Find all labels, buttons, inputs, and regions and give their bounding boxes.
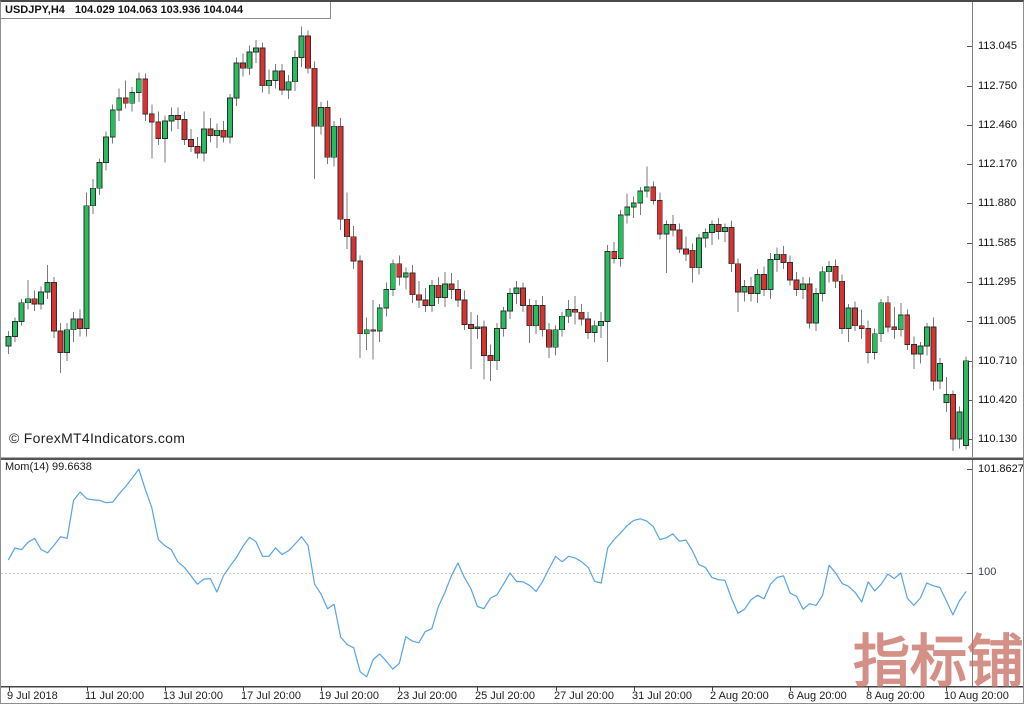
price-tick-label: 110.420: [978, 394, 1017, 406]
time-tick-label: 17 Jul 20:00: [241, 690, 301, 702]
time-tick-label: 25 Jul 20:00: [475, 690, 535, 702]
indicator-max-value-label: 101.8627: [978, 463, 1024, 475]
symbol-timeframe-label: USDJPY,H4: [5, 4, 65, 16]
chart-title-box: USDJPY,H4 104.029 104.063 103.936 104.044: [1, 2, 331, 19]
time-tick-label: 9 Jul 2018: [7, 690, 58, 702]
axes: [1, 2, 1023, 691]
time-tick-label: 8 Aug 20:00: [866, 690, 925, 702]
indicator-plot-area[interactable]: [1, 459, 971, 686]
time-tick-label: 6 Aug 20:00: [788, 690, 847, 702]
indicator-label: Mom(14) 99.6638: [5, 461, 92, 473]
site-watermark: © ForexMT4Indicators.com: [9, 430, 186, 446]
main-chart-plot-area[interactable]: [1, 20, 971, 457]
time-tick-label: 27 Jul 20:00: [554, 690, 614, 702]
price-tick-label: 113.045: [978, 40, 1017, 52]
price-tick-label: 112.170: [978, 158, 1017, 170]
time-tick-label: 11 Jul 20:00: [85, 690, 145, 702]
price-tick-label: 110.710: [978, 355, 1017, 367]
price-tick-label: 111.005: [978, 315, 1017, 327]
candlestick-series: [5, 26, 969, 452]
price-tick-label: 111.585: [978, 237, 1017, 249]
time-tick-label: 2 Aug 20:00: [710, 690, 769, 702]
ohlc-values: 104.029 104.063 103.936 104.044: [74, 4, 244, 16]
price-tick-label: 111.880: [978, 197, 1017, 209]
time-tick-label: 10 Aug 20:00: [944, 690, 1009, 702]
indicator-level-label: 100: [978, 566, 997, 578]
time-tick-label: 23 Jul 20:00: [397, 690, 457, 702]
price-tick-label: 112.460: [978, 119, 1017, 131]
time-tick-label: 13 Jul 20:00: [163, 690, 223, 702]
price-tick-label: 111.295: [978, 276, 1017, 288]
time-tick-label: 31 Jul 20:00: [632, 690, 692, 702]
time-tick-label: 19 Jul 20:00: [319, 690, 379, 702]
price-tick-label: 112.750: [978, 80, 1017, 92]
momentum-line: [7, 468, 967, 678]
price-tick-label: 110.130: [978, 433, 1017, 445]
